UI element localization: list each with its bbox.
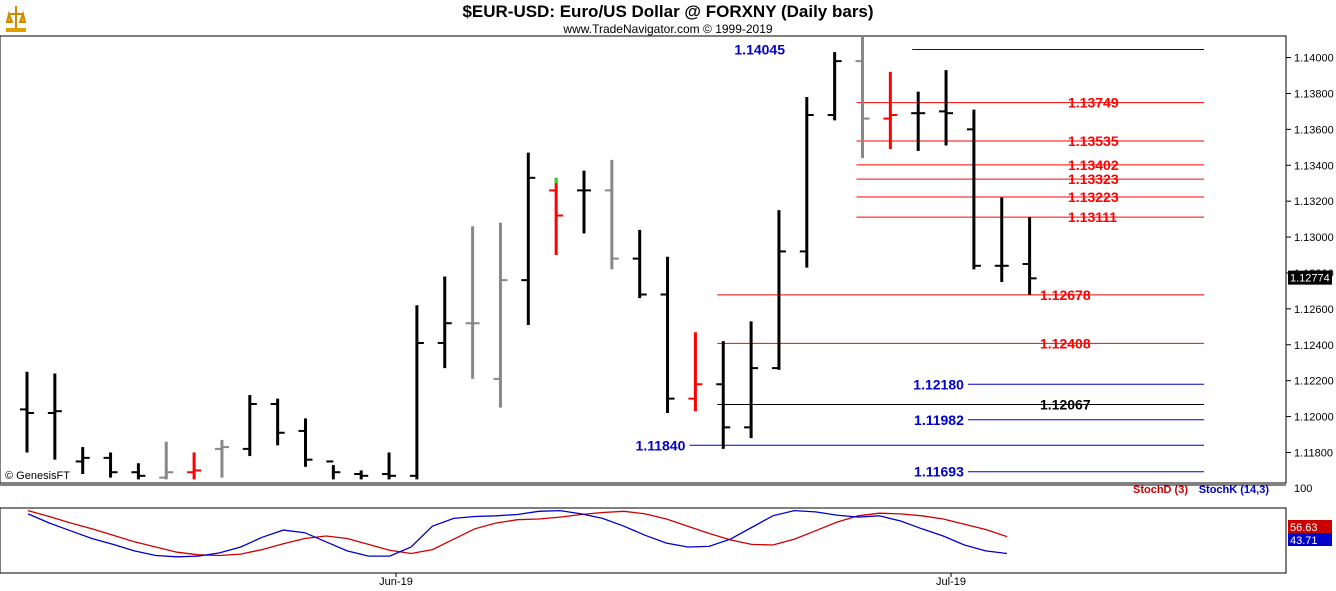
ohlc-bar bbox=[382, 452, 397, 480]
last-price-label: 1.12774 bbox=[1290, 273, 1330, 285]
level-label: 1.13402 bbox=[1068, 157, 1119, 173]
ohlc-bar bbox=[47, 373, 62, 460]
ohlc-bar bbox=[994, 197, 1009, 282]
ohlc-bar bbox=[354, 470, 369, 480]
price-axis-label: 1.12000 bbox=[1294, 412, 1334, 424]
ohlc-bar bbox=[549, 177, 564, 256]
ohlc-bar bbox=[688, 332, 703, 412]
ohlc-bar bbox=[939, 70, 954, 146]
ohlc-bar bbox=[883, 71, 898, 150]
price-axis-label: 1.12200 bbox=[1294, 376, 1334, 388]
ohlc-bar bbox=[465, 226, 480, 379]
stochastic-plot-frame bbox=[0, 507, 1287, 574]
stoch-axis-label: 100 bbox=[1294, 483, 1312, 495]
ohlc-bar bbox=[577, 170, 591, 234]
level-label: 1.14045 bbox=[734, 41, 785, 57]
level-label: 1.13111 bbox=[1068, 209, 1117, 225]
stoch-series-line bbox=[27, 509, 1008, 557]
ohlc-bar bbox=[131, 463, 146, 480]
ohlc-bar bbox=[75, 447, 90, 475]
ohlc-bar bbox=[103, 452, 118, 478]
ohlc-bar bbox=[521, 152, 536, 326]
ohlc-bar bbox=[298, 418, 313, 467]
ohlc-bar bbox=[827, 52, 842, 121]
ohlc-bar bbox=[437, 276, 452, 369]
price-axis-label: 1.11800 bbox=[1294, 447, 1333, 459]
ohlc-bar bbox=[799, 97, 814, 268]
level-label: 1.13535 bbox=[1068, 133, 1119, 149]
last-price-tag bbox=[1288, 270, 1332, 285]
ohlc-bar bbox=[409, 305, 424, 480]
price-plot-frame bbox=[0, 35, 1287, 484]
ohlc-bar bbox=[771, 210, 786, 370]
ohlc-bar bbox=[242, 395, 257, 457]
level-label: 1.11840 bbox=[636, 437, 686, 453]
stoch-last-tag bbox=[1288, 533, 1332, 546]
price-axis-label: 1.13200 bbox=[1294, 196, 1334, 208]
trade-navigator-logo-icon bbox=[4, 4, 28, 39]
chart-subtitle: www.TradeNavigator.com © 1999-2019 bbox=[563, 22, 773, 36]
legend-stochk: StochK (14,3) bbox=[1199, 484, 1270, 496]
price-axis-label: 1.14000 bbox=[1294, 53, 1334, 65]
price-axis-label: 1.12400 bbox=[1294, 340, 1334, 352]
ohlc-bar bbox=[159, 441, 174, 480]
ohlc-bar bbox=[660, 256, 675, 413]
stoch-series-line bbox=[27, 509, 1008, 558]
ohlc-bar bbox=[604, 159, 619, 270]
ohlc-bar bbox=[716, 341, 731, 449]
copyright-label: © GenesisFT bbox=[5, 470, 70, 482]
price-panel: 1.14000 1.13800 1.13600 1.13400 1.13200 1.130… bbox=[0, 35, 1334, 486]
ohlc-bar bbox=[744, 321, 759, 439]
ohlc-bar bbox=[911, 91, 926, 151]
ohlc-bar bbox=[187, 452, 202, 480]
chart-title: $EUR-USD: Euro/US Dollar @ FORXNY (Daily… bbox=[462, 2, 874, 21]
date-axis-label: Jun-19 bbox=[379, 576, 413, 588]
level-label: 1.11693 bbox=[914, 464, 964, 480]
ohlc-bar bbox=[20, 371, 34, 453]
level-label: 1.12180 bbox=[913, 376, 964, 392]
price-axis-label: 1.13400 bbox=[1294, 160, 1334, 172]
ohlc-bar bbox=[214, 439, 229, 478]
stoch-last-label: 56.63 bbox=[1290, 522, 1318, 534]
level-label: 1.11982 bbox=[914, 412, 964, 428]
ohlc-bar bbox=[326, 460, 341, 480]
ohlc-bar bbox=[966, 109, 981, 270]
level-label: 1.12408 bbox=[1040, 335, 1091, 351]
level-label: 1.13223 bbox=[1068, 189, 1119, 205]
price-axis-label: 1.13800 bbox=[1294, 88, 1334, 100]
date-axis-label: Jul-19 bbox=[936, 576, 966, 588]
price-axis-label: 1.12600 bbox=[1294, 304, 1334, 316]
ohlc-bar bbox=[632, 229, 647, 299]
ohlc-bar bbox=[1022, 217, 1037, 295]
price-axis-label: 1.13600 bbox=[1294, 124, 1334, 136]
level-label: 1.13323 bbox=[1068, 171, 1119, 187]
level-label: 1.12678 bbox=[1040, 287, 1091, 303]
ohlc-bar bbox=[493, 222, 508, 408]
level-label: 1.13749 bbox=[1068, 95, 1119, 111]
stoch-last-label: 43.71 bbox=[1290, 535, 1318, 547]
level-label: 1.12067 bbox=[1040, 397, 1091, 413]
stoch-last-tag bbox=[1288, 520, 1332, 533]
legend-stochd: StochD (3) bbox=[1133, 484, 1188, 496]
price-axis-label: 1.13000 bbox=[1294, 232, 1334, 244]
ohlc-bar bbox=[855, 36, 870, 159]
ohlc-bar bbox=[270, 398, 285, 446]
